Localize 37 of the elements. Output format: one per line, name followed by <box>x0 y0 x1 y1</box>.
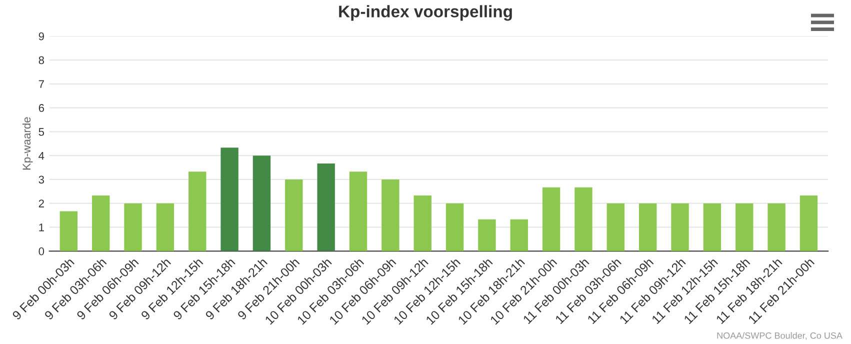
y-tick-label: 8 <box>38 56 44 64</box>
bar <box>671 203 689 252</box>
y-tick-label: 5 <box>38 128 44 136</box>
bar <box>478 219 496 252</box>
bar <box>349 172 368 252</box>
bar <box>156 203 174 252</box>
bar <box>188 172 206 252</box>
bar <box>124 203 142 252</box>
y-tick-label: 6 <box>38 104 44 112</box>
bar <box>446 203 464 252</box>
bar <box>317 163 335 252</box>
y-axis-title: Kp-waarde <box>22 117 33 170</box>
bar <box>800 195 818 252</box>
bar <box>285 179 303 252</box>
bar <box>382 179 400 252</box>
bar <box>703 203 722 252</box>
y-tick-label: 3 <box>38 176 44 184</box>
y-tick-label: 0 <box>38 247 44 256</box>
chart-title: Kp-index voorspelling <box>339 5 512 21</box>
bar <box>638 203 657 252</box>
bar <box>414 195 432 252</box>
text: NOAA/SWPC Boulder, Co USA <box>717 332 842 340</box>
bar <box>252 156 271 252</box>
bar <box>574 187 592 252</box>
y-tick-label: 9 <box>38 32 44 40</box>
bar <box>542 187 560 252</box>
y-tick-label: 2 <box>38 200 44 208</box>
bar <box>92 195 110 252</box>
bar <box>768 203 786 252</box>
y-tick-label: 7 <box>38 80 44 88</box>
bar <box>736 203 754 252</box>
y-tick-label: 4 <box>38 152 44 160</box>
y-tick-label: 1 <box>39 224 44 232</box>
bar <box>60 211 78 252</box>
bar <box>220 148 238 252</box>
bar <box>510 219 528 252</box>
bar <box>606 203 625 252</box>
